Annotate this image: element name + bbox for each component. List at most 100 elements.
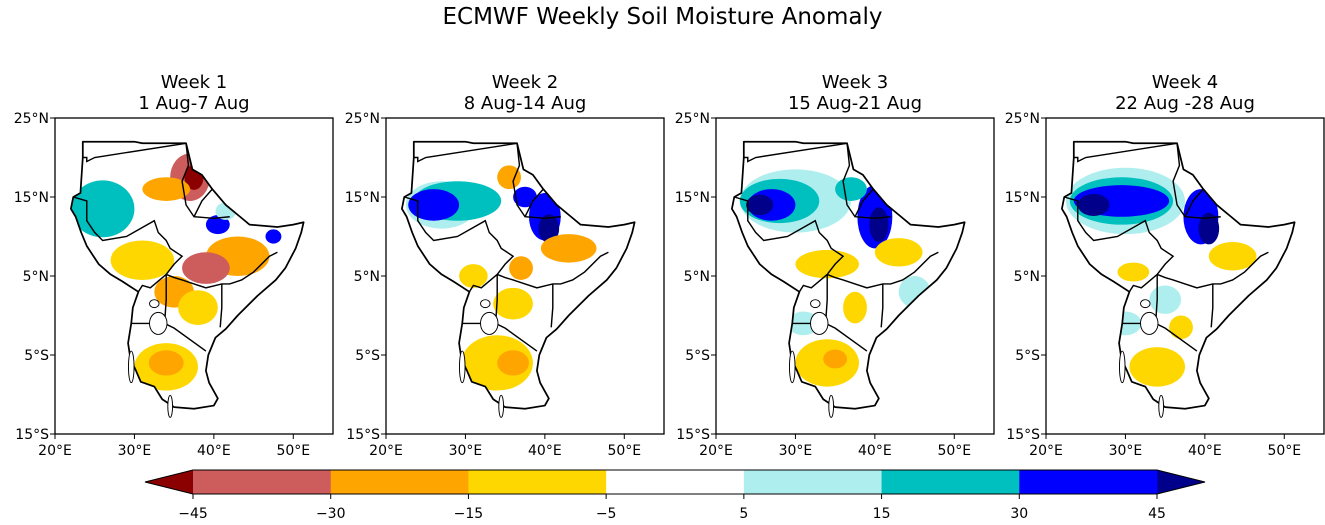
anomaly-contour <box>1077 193 1110 216</box>
lake <box>1140 299 1151 309</box>
colorbar-tick-label: 30 <box>1010 506 1028 522</box>
panel-title: Week 3 <box>822 72 889 93</box>
figure-title: ECMWF Weekly Soil Moisture Anomaly <box>442 4 883 30</box>
country-border <box>1064 196 1175 275</box>
y-tick-label: 5°N <box>23 269 49 285</box>
colorbar-tick-label: −15 <box>454 506 484 522</box>
country-border <box>854 188 874 218</box>
anomaly-contour <box>459 264 488 288</box>
country-border <box>468 273 498 293</box>
map-area <box>731 140 966 418</box>
country-border <box>82 142 187 163</box>
map-panel-3: Week 315 Aug-21 Aug 20°E 30°E 40°E 50°E 25°N 1… <box>675 72 995 459</box>
anomaly-fills <box>739 169 931 387</box>
x-tick-label: 30°E <box>779 443 813 459</box>
panel-title: Week 4 <box>1152 72 1219 93</box>
colorbar-segment <box>743 470 883 494</box>
x-tick-label: 50°E <box>1267 443 1301 459</box>
y-tick-label: 5°S <box>24 348 49 364</box>
anomaly-contour <box>1169 315 1193 340</box>
y-tick-label: 5°N <box>684 269 710 285</box>
anomaly-contour <box>205 215 230 235</box>
country-border <box>165 251 278 289</box>
panel-title: Week 1 <box>161 72 228 93</box>
colorbar-tick-label: 15 <box>873 506 891 522</box>
anomaly-contour <box>1208 242 1257 271</box>
map-panel-4: Week 422 Aug -28 Aug 20°E 30°E 40°E 50°E 25°N… <box>1005 72 1325 459</box>
anomaly-contour <box>493 287 533 320</box>
x-tick-label: 20°E <box>38 443 72 459</box>
colorbar-segment <box>1019 470 1158 494</box>
anomaly-contour <box>265 229 282 244</box>
y-tick-label: 15°S <box>15 427 49 443</box>
country-border <box>734 196 845 275</box>
lake <box>810 299 821 309</box>
country-border <box>1210 283 1214 328</box>
y-tick-label: 5°S <box>355 348 380 364</box>
y-tick-label: 15°N <box>1005 190 1040 206</box>
anomaly-contour <box>178 290 218 325</box>
country-border <box>1073 142 1178 163</box>
anomaly-contour <box>1149 285 1182 314</box>
panel-subtitle: 8 Aug-14 Aug <box>464 93 587 114</box>
panel-subtitle: 22 Aug -28 Aug <box>1115 93 1255 114</box>
colorbar-segment <box>881 470 1020 494</box>
colorbar-segment <box>330 470 469 494</box>
coastline <box>401 140 636 410</box>
anomaly-contour <box>196 260 216 276</box>
anomaly-contour <box>1117 262 1150 282</box>
panel-subtitle: 15 Aug-21 Aug <box>788 93 922 114</box>
country-border <box>550 283 554 328</box>
colorbar-tick-label: −45 <box>178 506 208 522</box>
anomaly-contour <box>843 291 867 324</box>
country-border <box>496 251 609 289</box>
y-tick-label: 5°S <box>685 348 710 364</box>
country-border <box>137 273 167 293</box>
map-area <box>401 140 636 418</box>
y-tick-label: 25°N <box>14 111 49 127</box>
y-tick-label: 5°N <box>354 269 380 285</box>
lake <box>498 394 505 418</box>
anomaly-contour <box>497 350 529 376</box>
y-tick-label: 5°N <box>1014 269 1040 285</box>
x-tick-label: 20°E <box>369 443 403 459</box>
lake <box>1118 350 1126 384</box>
lake <box>788 350 796 384</box>
colorbar-under-arrow <box>145 470 193 494</box>
lake <box>480 299 491 309</box>
x-tick-label: 50°E <box>607 443 641 459</box>
colorbar: −45 −30 −15 −5 5 15 30 45 <box>144 469 1206 522</box>
anomaly-contour <box>746 194 774 216</box>
lake <box>810 311 829 335</box>
country-border <box>404 196 515 275</box>
country-border <box>193 188 213 218</box>
y-tick-label: 25°N <box>345 111 380 127</box>
anomaly-contour <box>70 180 135 238</box>
map-panel-1: Week 11 Aug-7 Aug 20°E 30°E 40°E 50°E 25°N 15°… <box>14 72 334 459</box>
anomaly-contour <box>513 186 537 208</box>
y-tick-label: 15°S <box>676 427 710 443</box>
country-border <box>219 283 223 328</box>
y-tick-label: 15°S <box>1006 427 1040 443</box>
coastline <box>731 140 966 410</box>
country-border <box>842 143 891 220</box>
x-tick-label: 40°E <box>858 443 892 459</box>
colorbar-segment <box>193 470 332 494</box>
anomaly-contour <box>509 256 533 280</box>
lake <box>1158 394 1165 418</box>
anomaly-contour <box>874 238 923 267</box>
colorbar-tick-label: −30 <box>316 506 346 522</box>
country-border <box>798 273 828 293</box>
country-border <box>413 142 518 163</box>
lake <box>149 299 160 309</box>
country-border <box>1184 188 1204 218</box>
country-border <box>181 143 230 220</box>
x-tick-label: 30°E <box>449 443 483 459</box>
anomaly-contour <box>148 350 184 376</box>
anomaly-fills <box>70 153 282 391</box>
anomaly-contour <box>835 177 867 201</box>
anomaly-contour <box>823 349 848 369</box>
x-tick-label: 40°E <box>197 443 231 459</box>
country-border <box>512 143 561 220</box>
